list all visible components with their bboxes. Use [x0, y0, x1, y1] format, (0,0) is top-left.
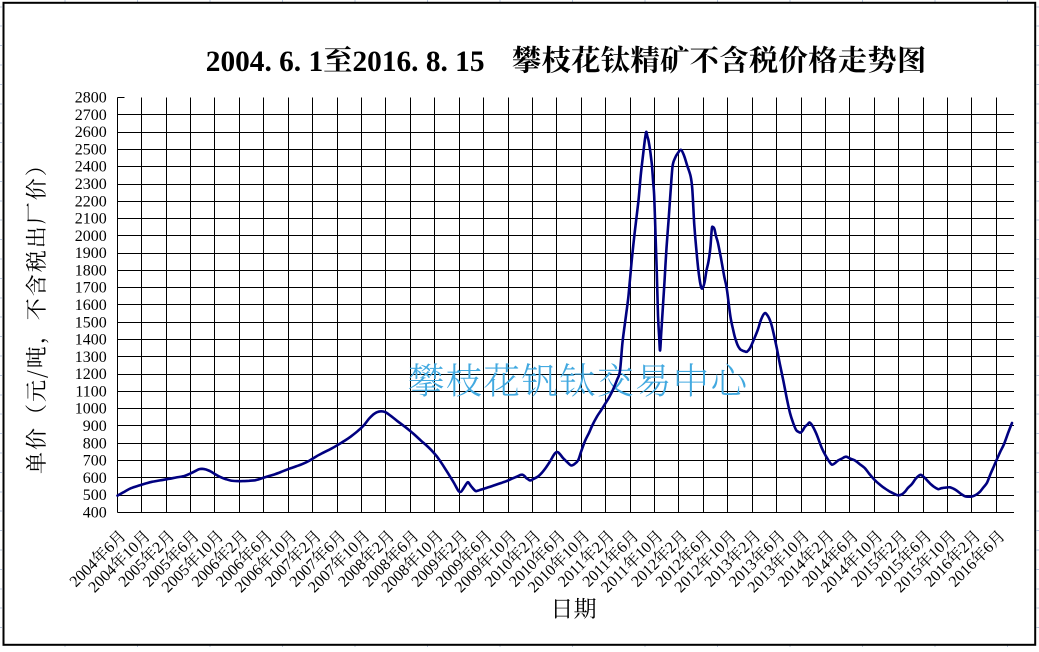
svg-text:2100: 2100 — [75, 211, 107, 228]
svg-text:2800: 2800 — [75, 90, 107, 107]
svg-text:800: 800 — [83, 435, 107, 452]
svg-text:2500: 2500 — [75, 142, 107, 159]
svg-text:2200: 2200 — [75, 193, 107, 210]
svg-text:2600: 2600 — [75, 124, 107, 141]
svg-text:1400: 1400 — [75, 332, 107, 349]
svg-text:600: 600 — [83, 470, 107, 487]
svg-text:500: 500 — [83, 487, 107, 504]
svg-text:2000: 2000 — [75, 228, 107, 245]
svg-text:700: 700 — [83, 453, 107, 470]
svg-text:2004. 6. 1: 2004. 6. 1 — [206, 46, 323, 78]
svg-text:1500: 1500 — [75, 314, 107, 331]
svg-text:2300: 2300 — [75, 176, 107, 193]
svg-text:2400: 2400 — [75, 159, 107, 176]
svg-text:1000: 1000 — [75, 401, 107, 418]
svg-text:1200: 1200 — [75, 366, 107, 383]
svg-text:1800: 1800 — [75, 262, 107, 279]
svg-text:2016. 8. 15: 2016. 8. 15 — [353, 46, 485, 78]
svg-text:400: 400 — [83, 504, 107, 521]
svg-text:1700: 1700 — [75, 280, 107, 297]
svg-text:1300: 1300 — [75, 349, 107, 366]
svg-text:900: 900 — [83, 418, 107, 435]
svg-text:1100: 1100 — [75, 383, 106, 400]
svg-text:1900: 1900 — [75, 245, 107, 262]
svg-text:2700: 2700 — [75, 107, 107, 124]
svg-text:1600: 1600 — [75, 297, 107, 314]
